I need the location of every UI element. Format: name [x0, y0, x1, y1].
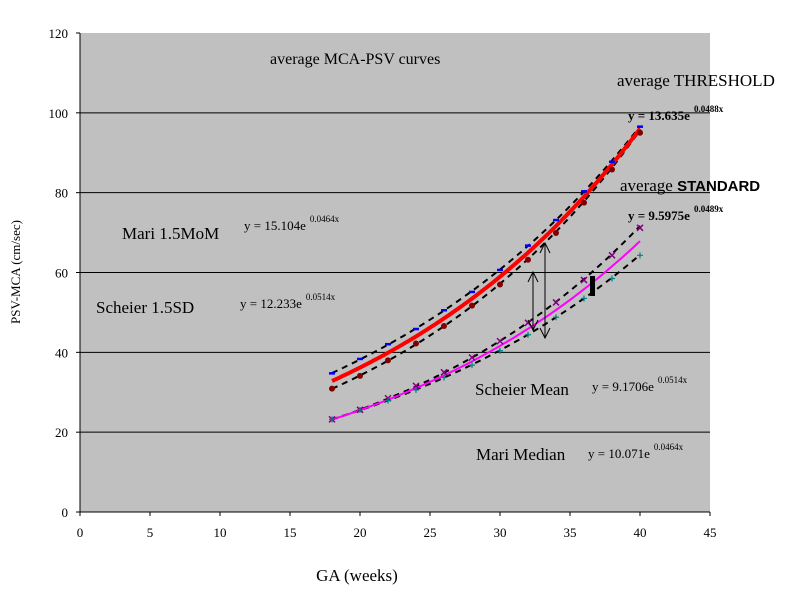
- x-tick-label: 10: [214, 525, 227, 540]
- data-point: [608, 251, 616, 259]
- data-point: [329, 385, 335, 392]
- series-label-scheier-mean: Scheier Mean: [475, 380, 569, 399]
- data-point: [357, 406, 363, 413]
- trendline: [331, 125, 641, 374]
- data-point: [637, 129, 643, 136]
- y-tick-label: 20: [55, 425, 68, 440]
- y-tick-label: 80: [55, 186, 68, 201]
- y-tick-label: 0: [62, 505, 69, 520]
- data-point: [525, 331, 531, 338]
- data-point: [553, 218, 559, 222]
- data-point: [609, 160, 615, 164]
- x-tick-label: 20: [354, 525, 367, 540]
- data-point: [385, 357, 391, 364]
- data-point: [609, 275, 615, 282]
- data-point: [581, 295, 587, 302]
- trendline: [331, 254, 641, 421]
- data-point: [609, 166, 615, 173]
- data-point: [469, 290, 475, 294]
- data-point: [553, 314, 559, 321]
- y-tick-label: 100: [49, 106, 69, 121]
- data-point: [497, 347, 503, 354]
- data-point: [441, 374, 447, 381]
- data-point: [525, 244, 531, 247]
- x-tick-label: 45: [704, 525, 717, 540]
- chart-title: average MCA-PSV curves: [270, 51, 440, 68]
- average-standard-label: average STANDARD: [620, 176, 760, 195]
- y-axis-label: PSV-MCA (cm/sec): [8, 220, 23, 324]
- data-point: [496, 337, 504, 345]
- gap-marker: [590, 276, 595, 296]
- data-point: [329, 372, 335, 375]
- data-point: [357, 357, 363, 361]
- average-threshold-line: [331, 127, 642, 383]
- x-axis-label: GA (weeks): [316, 566, 398, 585]
- x-tick-label: 5: [147, 525, 154, 540]
- data-point: [441, 322, 447, 329]
- data-point: [412, 382, 420, 390]
- data-point: [637, 125, 643, 128]
- data-point: [357, 372, 363, 379]
- y-tick-label: 120: [49, 26, 69, 41]
- series-label-scheier-1.5sd: Scheier 1.5SD: [96, 298, 194, 317]
- data-point: [329, 416, 335, 423]
- data-point: [413, 327, 419, 331]
- average-standard-line: [331, 240, 641, 421]
- y-tick-label: 40: [55, 345, 68, 360]
- double-arrow: [527, 270, 539, 332]
- average-threshold-label: average THRESHOLD: [617, 71, 775, 90]
- data-point: [553, 229, 559, 236]
- data-point: [469, 362, 475, 369]
- data-point: [525, 256, 531, 263]
- data-point: [413, 340, 419, 347]
- x-tick-label: 25: [424, 525, 437, 540]
- data-point: [581, 199, 587, 206]
- data-point: [440, 368, 448, 376]
- data-point: [637, 252, 643, 259]
- data-point: [468, 353, 476, 362]
- data-point: [552, 298, 560, 306]
- data-point: [497, 268, 503, 272]
- data-point: [413, 386, 419, 393]
- data-point: [580, 276, 588, 284]
- series-label-mari-median: Mari Median: [476, 445, 566, 464]
- series-label-mari-1.5mom: Mari 1.5MoM: [122, 224, 219, 243]
- data-point: [497, 281, 503, 288]
- x-tick-label: 35: [564, 525, 577, 540]
- x-tick-label: 30: [494, 525, 507, 540]
- x-tick-label: 15: [284, 525, 297, 540]
- trendline: [331, 225, 641, 421]
- trendline: [331, 129, 641, 390]
- data-point: [385, 342, 391, 346]
- data-point: [469, 302, 475, 309]
- x-tick-label: 40: [634, 525, 647, 540]
- data-point: [441, 309, 447, 312]
- data-point: [385, 397, 391, 404]
- double-arrow: [539, 241, 551, 340]
- data-point: [636, 224, 644, 232]
- y-tick-label: 60: [55, 266, 68, 281]
- x-tick-label: 0: [77, 525, 84, 540]
- data-point: [581, 190, 587, 193]
